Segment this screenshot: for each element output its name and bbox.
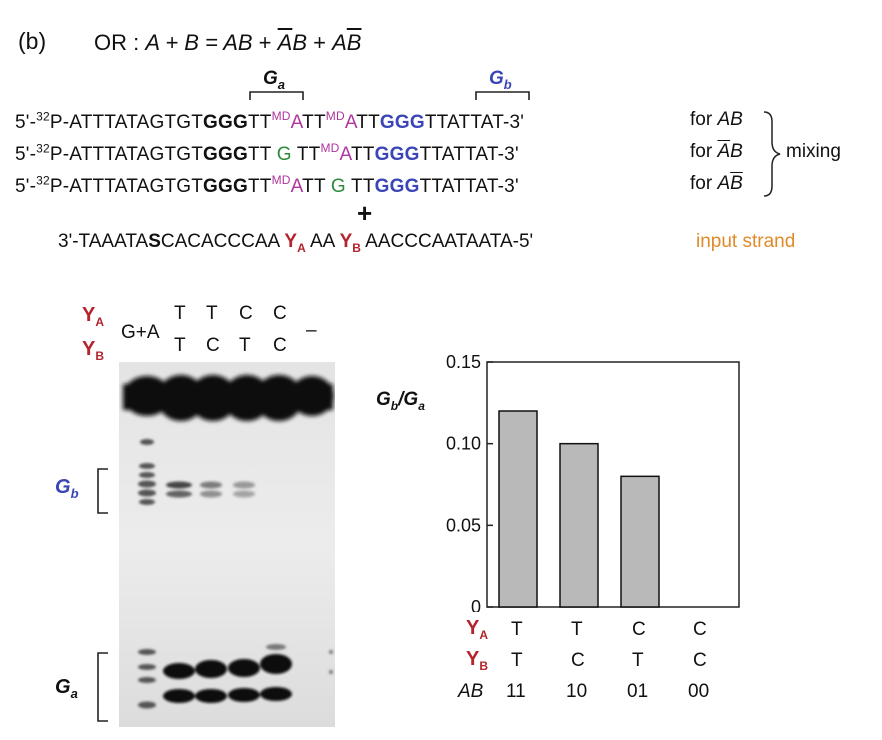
ya-value-1: T — [511, 619, 523, 640]
gb-band — [233, 490, 255, 498]
yb-value-3: T — [632, 650, 644, 671]
gb-band — [166, 481, 192, 489]
gel-lane2-top: T — [206, 303, 218, 324]
gel-lane1-bottom: T — [174, 335, 186, 356]
chart-y-label: Gb/Ga — [376, 389, 425, 413]
y-tick-label: 0 — [471, 597, 481, 612]
input-strand-sequence: 3'-TAAATASCACACCCAA YA AA YB AACCCAATAAT… — [58, 231, 534, 255]
gb-site-label: Gb — [489, 68, 512, 92]
or-equation: OR : A + B = AB + AB + AB — [94, 30, 362, 55]
chart-ab-row-label: AB — [458, 681, 484, 702]
y-tick-label: 0.10 — [446, 434, 481, 454]
for-abnot-label: for AB — [690, 173, 743, 194]
gel-ya-label: YA — [82, 304, 105, 329]
gel-control-lane-label: – — [306, 320, 317, 341]
yb-value-1: T — [511, 650, 523, 671]
gel-lane2-bottom: C — [206, 335, 220, 356]
strand-ab: 5'-32P-ATTTATAGTGTGGGTTMDATTMDATTGGGTTAT… — [15, 109, 525, 133]
y-tick-label: 0.15 — [446, 352, 481, 372]
chart-yb-row-label: YB — [466, 648, 489, 673]
gb-band — [200, 490, 222, 498]
ab-value-4: 00 — [688, 681, 710, 702]
gel-gb-label: Gb — [55, 476, 79, 501]
gb-band — [233, 481, 255, 489]
ab-value-1: 11 — [506, 681, 526, 702]
bar-11 — [498, 410, 538, 608]
gel-brackets — [97, 468, 108, 722]
gel-lane4-bottom: C — [273, 335, 287, 356]
panel-label: (b) — [18, 28, 47, 54]
bar-chart: 0 0.05 0.10 0.15 — [446, 352, 740, 612]
gb-band — [200, 481, 222, 489]
ya-value-3: C — [632, 619, 646, 640]
plus-sign: + — [357, 198, 373, 228]
yb-value-2: C — [571, 650, 585, 671]
gel-lane1-top: T — [174, 303, 186, 324]
chart-ya-row-label: YA — [466, 617, 489, 642]
for-notab-label: for AB — [690, 141, 743, 162]
for-ab-label: for AB — [690, 109, 743, 130]
gel-lane3-bottom: T — [239, 335, 251, 356]
gel-image — [119, 362, 335, 727]
mixing-label: mixing — [786, 141, 841, 162]
ga-site-label: Ga — [263, 68, 286, 92]
gel-yb-label: YB — [82, 338, 105, 363]
gel-marker-lane-label: G+A — [121, 322, 160, 343]
strand-notab: 5'-32P-ATTTATAGTGTGGGTT G TTMDATTGGGTTAT… — [15, 141, 519, 165]
bar-10 — [559, 442, 599, 608]
gb-band — [166, 490, 192, 498]
ya-value-2: T — [571, 619, 583, 640]
site-brackets — [249, 91, 530, 100]
strand-abnot: 5'-32P-ATTTATAGTGTGGGTTMDATT G TTGGGTTAT… — [15, 173, 519, 197]
gel-lane4-top: C — [273, 303, 287, 324]
bar-01 — [620, 475, 660, 608]
mixing-brace — [763, 111, 781, 197]
ya-value-4: C — [693, 619, 707, 640]
gel-lane3-top: C — [239, 303, 253, 324]
y-tick-label: 0.05 — [446, 515, 481, 535]
gel-ga-label: Ga — [55, 676, 78, 701]
input-strand-label: input strand — [696, 231, 796, 252]
ab-value-2: 10 — [566, 681, 588, 702]
yb-value-4: C — [693, 650, 707, 671]
ab-value-3: 01 — [627, 681, 649, 702]
